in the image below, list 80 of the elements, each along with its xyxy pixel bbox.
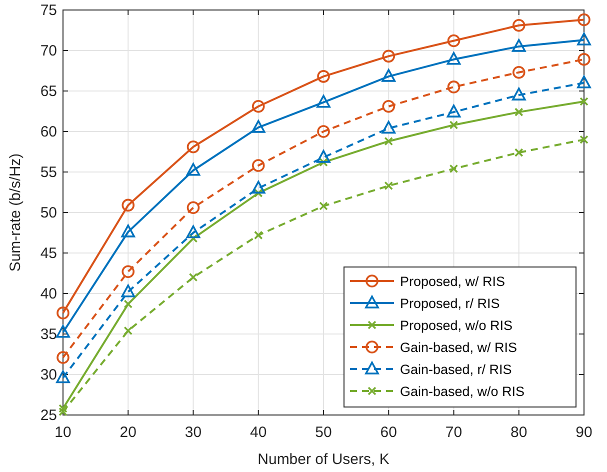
point <box>252 100 265 113</box>
point <box>382 120 396 134</box>
point <box>446 52 461 65</box>
point <box>58 404 68 413</box>
point <box>121 284 136 298</box>
x-tick-label: 10 <box>54 424 72 441</box>
legend-label: Proposed, w/ RIS <box>400 274 506 289</box>
point <box>449 164 458 174</box>
y-tick-label: 70 <box>40 42 57 60</box>
point <box>56 306 70 320</box>
y-tick-label: 60 <box>40 124 57 140</box>
legend-label: Proposed, r/ RIS <box>400 296 500 311</box>
point <box>577 76 591 88</box>
point <box>186 140 200 154</box>
point <box>382 50 396 63</box>
point <box>319 202 328 210</box>
point <box>186 225 200 238</box>
point <box>447 80 460 94</box>
point <box>186 201 200 214</box>
point <box>512 66 526 79</box>
x-axis-title: Number of Users, K <box>258 451 390 468</box>
y-tick-label: 55 <box>40 164 57 181</box>
x-tick-label: 30 <box>184 424 202 441</box>
point <box>512 18 526 32</box>
x-tick-label: 80 <box>510 424 528 441</box>
point <box>316 150 330 163</box>
point <box>317 125 330 138</box>
point <box>56 324 70 338</box>
x-tick-label: 40 <box>250 424 267 441</box>
point <box>251 120 266 133</box>
y-tick-label: 40 <box>40 286 57 302</box>
y-tick-label: 45 <box>40 245 57 262</box>
y-axis-title: Sum-rate (b/s/Hz) <box>7 153 24 272</box>
point <box>56 351 70 364</box>
point <box>56 370 70 384</box>
legend-label: Gain-based, w/ RIS <box>400 340 518 355</box>
point <box>382 100 396 113</box>
y-tick-label: 50 <box>40 204 57 222</box>
point <box>254 230 263 240</box>
point <box>384 136 394 146</box>
point <box>578 13 590 26</box>
point <box>316 94 330 108</box>
point <box>580 135 588 144</box>
x-tick-label: 90 <box>576 424 592 441</box>
legend-label: Gain-based, r/ RIS <box>400 362 512 377</box>
point <box>122 198 135 212</box>
point <box>514 108 524 116</box>
y-tick-label: 65 <box>40 83 57 100</box>
point <box>121 224 136 238</box>
point <box>384 181 394 190</box>
point <box>578 53 590 66</box>
y-tick-label: 30 <box>40 366 57 384</box>
y-tick-label: 25 <box>40 407 57 424</box>
point <box>124 300 133 308</box>
point <box>382 69 396 82</box>
point <box>319 158 328 167</box>
point <box>447 34 460 48</box>
point <box>512 88 526 100</box>
point <box>580 97 588 106</box>
x-tick-label: 70 <box>445 424 462 441</box>
point <box>251 180 266 194</box>
point <box>124 326 133 336</box>
point <box>577 32 591 46</box>
point <box>317 70 330 83</box>
point <box>122 265 135 278</box>
x-tick-label: 60 <box>380 424 397 441</box>
y-tick-label: 35 <box>40 326 57 343</box>
point <box>188 272 198 282</box>
point <box>512 39 526 52</box>
point <box>449 120 458 130</box>
point <box>252 159 265 172</box>
point <box>186 162 200 176</box>
point <box>188 234 198 243</box>
x-tick-label: 20 <box>120 424 136 441</box>
y-tick-label: 75 <box>40 2 57 19</box>
legend-label: Proposed, w/o RIS <box>400 318 513 333</box>
point <box>514 148 524 157</box>
x-tick-label: 50 <box>315 424 332 441</box>
point <box>446 104 461 118</box>
legend-label: Gain-based, w/o RIS <box>400 384 525 399</box>
